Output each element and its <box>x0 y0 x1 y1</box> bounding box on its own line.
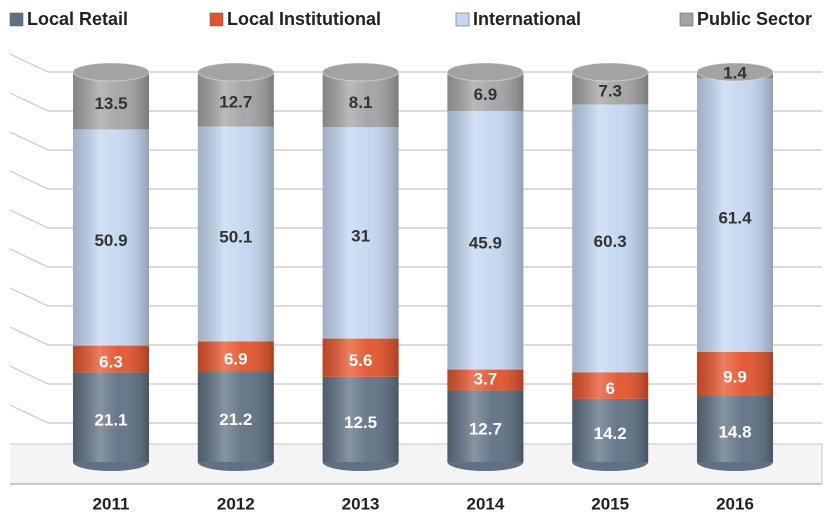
data-label: 12.7 <box>219 93 252 112</box>
data-label: 61.4 <box>718 209 752 228</box>
data-label: 60.3 <box>594 232 627 251</box>
x-tick-label: 2014 <box>466 494 504 513</box>
legend-swatch <box>9 12 24 27</box>
x-tick-label: 2012 <box>217 494 255 513</box>
data-label: 21.2 <box>219 410 252 429</box>
cylinder-top <box>446 62 524 82</box>
data-label: 1.4 <box>723 63 747 82</box>
x-tick-label: 2015 <box>591 494 629 513</box>
data-label: 3.7 <box>474 369 498 388</box>
segment-shade <box>73 345 149 373</box>
segment-shade <box>697 351 773 397</box>
grid-line <box>9 287 822 307</box>
legend-swatch <box>209 12 224 27</box>
cylinder-top <box>322 62 400 82</box>
x-tick-label: 2011 <box>93 494 130 513</box>
data-label: 12.5 <box>344 413 377 432</box>
segment-shade <box>197 341 274 372</box>
data-label: 13.5 <box>94 94 127 113</box>
segment-shade <box>197 371 274 462</box>
segment-shade <box>697 396 773 462</box>
segment-shade <box>447 390 524 462</box>
segment-shade <box>697 78 773 352</box>
cylinder-top <box>696 62 774 82</box>
segment-shade <box>73 372 149 462</box>
segment-shade <box>322 127 399 339</box>
legend-swatch <box>679 12 694 27</box>
data-label: 7.3 <box>598 82 622 101</box>
grid-line <box>9 365 822 385</box>
cylinder-top <box>571 62 649 82</box>
segment-shade <box>73 129 149 346</box>
grid-line <box>9 53 822 73</box>
segment-shade <box>73 72 149 130</box>
grid-line <box>9 92 822 112</box>
legend: Local Retail Local Institutional Internati… <box>9 9 812 29</box>
legend-label: Local Institutional <box>227 9 381 29</box>
segment-shade <box>322 376 399 462</box>
data-label: 5.6 <box>349 351 373 370</box>
data-label: 50.9 <box>94 231 127 250</box>
legend-label: International <box>473 9 581 29</box>
data-label: 45.9 <box>469 234 502 253</box>
x-tick-label: 2016 <box>716 494 754 513</box>
bars: 2011 2012 2013 2014 2015 2016 21.1 6.3 50.9 13.5 2… <box>72 62 774 513</box>
segment-shade <box>197 72 274 127</box>
grid-line <box>9 209 822 229</box>
data-label: 31 <box>351 226 370 245</box>
grid-line <box>9 131 822 151</box>
segment-shade <box>572 104 649 373</box>
data-label: 9.9 <box>723 367 747 386</box>
data-label: 8.1 <box>349 93 373 112</box>
legend-label: Local Retail <box>27 9 128 29</box>
cylinder-top <box>197 62 275 82</box>
grid-line <box>9 326 822 346</box>
data-label: 21.1 <box>94 411 127 430</box>
data-label: 6.9 <box>474 85 498 104</box>
legend-label: Public Sector <box>697 9 812 29</box>
data-label: 12.7 <box>469 420 502 439</box>
cylinder-top <box>72 62 150 82</box>
segment-shade <box>322 72 399 128</box>
legend-swatch <box>455 12 470 27</box>
grid-line <box>9 404 822 424</box>
segment-shade <box>322 338 399 377</box>
data-label: 6.3 <box>99 352 123 371</box>
data-label: 6 <box>605 379 614 398</box>
data-label: 50.1 <box>219 227 252 246</box>
grid-line <box>9 248 822 268</box>
x-tick-label: 2013 <box>342 494 380 513</box>
data-label: 14.8 <box>718 423 751 442</box>
data-label: 14.2 <box>594 424 627 443</box>
segment-shade <box>572 398 649 462</box>
segment-shade <box>197 126 274 342</box>
grid-line <box>9 170 822 190</box>
segment-shade <box>572 372 649 399</box>
segment-shade <box>447 110 524 370</box>
data-label: 6.9 <box>224 350 248 369</box>
segment-shade <box>447 369 524 391</box>
